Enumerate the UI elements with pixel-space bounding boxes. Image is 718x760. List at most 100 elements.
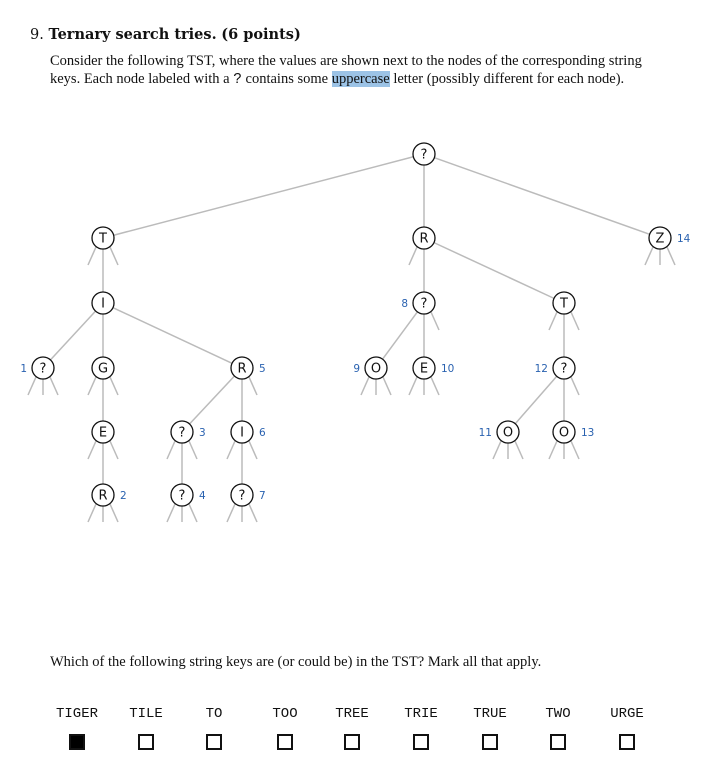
option-label: TO: [205, 706, 223, 722]
tree-node: [91, 483, 115, 507]
option-checkbox[interactable]: [482, 734, 498, 750]
node-letter: E: [99, 426, 107, 441]
option-checkbox[interactable]: [619, 734, 635, 750]
null-link-stub: [87, 440, 97, 460]
option-urge: URGE: [587, 706, 667, 754]
option-checkbox[interactable]: [206, 734, 222, 750]
tree-edge: [49, 310, 97, 361]
tree-node: [91, 420, 115, 444]
option-checkbox[interactable]: [550, 734, 566, 750]
null-link-stub: [548, 311, 558, 331]
node-letter: I: [240, 426, 244, 441]
node-letter: T: [559, 297, 568, 312]
option-label: TIGER: [55, 706, 98, 722]
node-letter: R: [98, 489, 107, 504]
option-checkbox[interactable]: [138, 734, 154, 750]
null-link-stub: [408, 246, 418, 266]
tree-node: [31, 356, 55, 380]
null-link-stub: [570, 376, 580, 396]
null-link-stub: [226, 440, 236, 460]
node-value: 6: [259, 427, 266, 439]
null-link-stub: [248, 376, 258, 396]
option-label: TOO: [272, 706, 298, 722]
problem-heading: Ternary search tries.: [48, 26, 217, 43]
option-label: URGE: [610, 706, 644, 722]
option-trie: TRIE: [381, 706, 461, 754]
null-link-stub: [382, 376, 392, 396]
node-letter: R: [419, 232, 428, 247]
null-link-stub: [166, 503, 176, 523]
node-value: 2: [120, 490, 127, 502]
node-letter: O: [559, 426, 569, 441]
null-link-stub: [188, 503, 198, 523]
intro-text: Consider the following TST, where the va…: [50, 53, 642, 87]
null-link-stub: [570, 440, 580, 460]
option-tile: TILE: [106, 706, 186, 754]
node-letter: T: [98, 232, 107, 247]
node-letter: ?: [40, 362, 47, 377]
null-link-stub: [226, 503, 236, 523]
node-letter: R: [237, 362, 246, 377]
tree-edge: [433, 241, 555, 300]
option-too: TOO: [245, 706, 325, 754]
node-value: 7: [259, 490, 266, 502]
node-value: 11: [479, 427, 492, 439]
null-link-stub: [166, 440, 176, 460]
tree-node: [91, 356, 115, 380]
option-label: TRUE: [473, 706, 507, 722]
node-letter: E: [420, 362, 428, 377]
node-value: 10: [441, 363, 454, 375]
option-label: TREE: [335, 706, 369, 722]
null-link-stub: [109, 376, 119, 396]
node-letter: O: [371, 362, 381, 377]
null-link-stub: [87, 246, 97, 266]
null-link-stub: [514, 440, 524, 460]
option-checkbox[interactable]: [277, 734, 293, 750]
option-label: TWO: [545, 706, 571, 722]
option-tree: TREE: [312, 706, 392, 754]
null-link-stub: [408, 376, 418, 396]
option-checkbox[interactable]: [344, 734, 360, 750]
tree-node: [91, 226, 115, 250]
node-letter: O: [503, 426, 513, 441]
null-link-stub: [644, 246, 654, 266]
option-to: TO: [174, 706, 254, 754]
null-link-stub: [188, 440, 198, 460]
node-letter: I: [101, 297, 105, 312]
tree-node: [412, 226, 436, 250]
null-link-stub: [109, 246, 119, 266]
null-link-stub: [109, 440, 119, 460]
null-link-stub: [666, 246, 676, 266]
node-value: 12: [535, 363, 548, 375]
tree-edge: [113, 156, 414, 236]
option-checkbox[interactable]: [69, 734, 85, 750]
node-value: 8: [401, 298, 408, 310]
null-link-stub: [87, 376, 97, 396]
highlighted-word: uppercase: [331, 71, 390, 87]
option-label: TRIE: [404, 706, 438, 722]
null-link-stub: [27, 376, 37, 396]
node-value: 5: [259, 363, 266, 375]
node-value: 1: [20, 363, 27, 375]
null-link-stub: [248, 440, 258, 460]
null-link-stub: [87, 503, 97, 523]
node-value: 9: [353, 363, 360, 375]
null-link-stub: [570, 311, 580, 331]
tree-edge: [514, 375, 558, 425]
node-letter: ?: [561, 362, 568, 377]
null-link-stub: [360, 376, 370, 396]
option-checkbox[interactable]: [413, 734, 429, 750]
problem-intro: Consider the following TST, where the va…: [50, 52, 650, 89]
tree-edge: [434, 156, 650, 236]
null-link-stub: [109, 503, 119, 523]
null-link-stub: [430, 311, 440, 331]
null-link-stub: [548, 440, 558, 460]
node-letter: G: [98, 362, 108, 377]
tree-node: [364, 356, 388, 380]
null-link-stub: [430, 376, 440, 396]
intro-symbol: ?: [233, 72, 242, 88]
node-value: 14: [677, 233, 691, 245]
tree-node: [230, 420, 254, 444]
option-label: TILE: [129, 706, 163, 722]
